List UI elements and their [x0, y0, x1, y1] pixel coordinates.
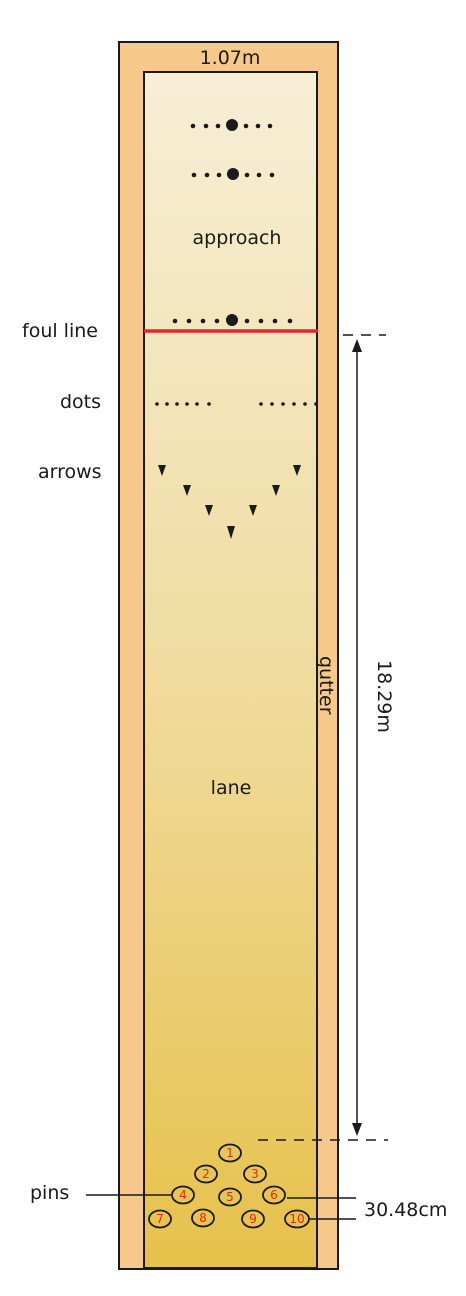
- pin-number: 7: [156, 1212, 164, 1226]
- pin-deck: 1 2 3 4 5 6 7 8: [148, 1143, 310, 1229]
- pin: 1: [218, 1143, 242, 1163]
- gutter-label: gutter: [315, 656, 337, 715]
- dots-label: dots: [60, 391, 101, 413]
- width-label: 1.07m: [200, 47, 261, 69]
- pin: 6: [262, 1185, 286, 1205]
- dimension-arrow-top: [352, 339, 362, 352]
- approach-dots-row-2: [191, 168, 275, 180]
- foul-line-label: foul line: [22, 320, 98, 342]
- pin-number: 4: [179, 1188, 187, 1202]
- pin-number: 1: [226, 1146, 234, 1160]
- arrows-label: arrows: [38, 461, 102, 483]
- pin-number: 3: [251, 1167, 259, 1181]
- pin: 8: [191, 1208, 215, 1228]
- length-label: 18.29m: [373, 660, 395, 733]
- pin: 4: [171, 1185, 195, 1205]
- pins-label: pins: [30, 1182, 69, 1204]
- pin-number: 5: [226, 1190, 234, 1204]
- pin: 5: [218, 1187, 242, 1207]
- pin-number: 10: [289, 1212, 304, 1226]
- lane-label: lane: [211, 777, 252, 799]
- pin-spacing-label: 30.48cm: [364, 1199, 447, 1221]
- pin-number: 9: [249, 1212, 257, 1226]
- approach-dots-row-1: [190, 119, 273, 131]
- pin: 3: [243, 1164, 267, 1184]
- pin: 10: [284, 1209, 310, 1229]
- pin-number: 6: [270, 1188, 278, 1202]
- pin: 7: [148, 1209, 172, 1229]
- lane-surface: [143, 71, 318, 1269]
- foul-line-dots: [172, 314, 293, 326]
- approach-label: approach: [193, 227, 282, 249]
- pin: 2: [194, 1164, 218, 1184]
- pin: 9: [241, 1209, 265, 1229]
- pin-number: 8: [199, 1211, 207, 1225]
- lane-arrows: [158, 465, 301, 539]
- lane-dots: [155, 402, 318, 406]
- dimension-arrow-bottom: [352, 1123, 362, 1136]
- pin-number: 2: [202, 1167, 210, 1181]
